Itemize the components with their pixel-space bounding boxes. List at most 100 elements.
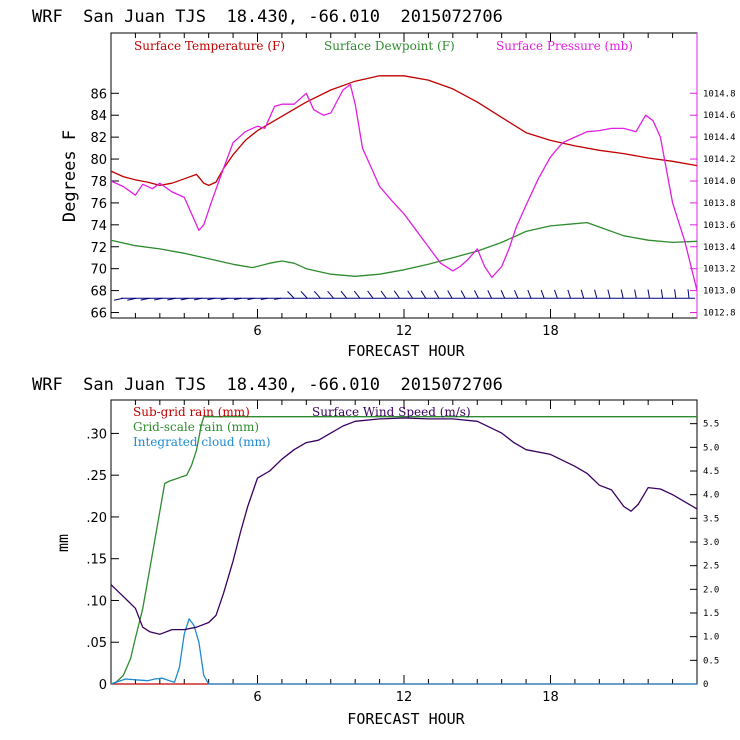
x-axis: 6 12 18 <box>134 33 674 339</box>
wind-barb <box>527 289 532 299</box>
y-tick-label: 76 <box>90 197 107 212</box>
legend-grid-scale-rain: Grid-scale rain (mm) <box>133 420 259 434</box>
y2-tick-label: 2.0 <box>703 585 719 595</box>
y2-tick-label: 1014.6 <box>703 111 736 121</box>
series-line-surface-wind-speed <box>110 417 698 635</box>
wind-barb <box>447 290 453 299</box>
panel-title: WRF San Juan TJS 18.430, -66.010 2015072… <box>32 7 503 27</box>
wind-barb <box>260 297 268 300</box>
x-tick-label: 6 <box>253 690 261 705</box>
legend-surface-temperature: Surface Temperature (F) <box>134 39 285 53</box>
wind-barb <box>433 290 440 299</box>
panel-title: WRF San Juan TJS 18.430, -66.010 2015072… <box>32 375 503 395</box>
x-axis: 6 12 18 <box>134 400 674 705</box>
y2-tick-label: 1014.2 <box>703 155 736 165</box>
x-tick-label: 12 <box>396 324 413 339</box>
legend: Surface Temperature (F) Surface Dewpoint… <box>134 39 633 53</box>
y2-tick-label: 5.5 <box>703 420 719 430</box>
wind-barb <box>140 297 150 301</box>
wind-barb <box>180 297 189 301</box>
wind-barb <box>540 289 545 299</box>
wind-barb <box>500 290 506 299</box>
wind-barb <box>153 297 163 301</box>
y-tick-label: .15 <box>86 553 107 568</box>
y2-tick-label: 3.0 <box>703 538 719 548</box>
y-axis-right: 1012.8 1013.0 1013.2 1013.4 1013.6 1013.8 1014… <box>690 89 736 319</box>
y-tick-label: 72 <box>90 241 107 256</box>
wind-barb <box>193 297 203 301</box>
y2-tick-label: 5.0 <box>703 443 719 453</box>
y-tick-label: 84 <box>90 109 107 124</box>
y2-tick-label: 1013.6 <box>703 221 736 231</box>
y2-tick-label: 1013.4 <box>703 243 736 253</box>
wind-barb <box>580 289 585 299</box>
legend-sub-grid-rain: Sub-grid rain (mm) <box>133 405 250 419</box>
series-line-surface-temperature <box>110 75 698 187</box>
y2-tick-label: 1014.0 <box>703 177 736 187</box>
y-tick-label: .10 <box>86 594 107 609</box>
x-axis-label: FORECAST HOUR <box>347 342 465 360</box>
legend: Sub-grid rain (mm) Grid-scale rain (mm) … <box>133 405 471 449</box>
y2-tick-label: 1013.8 <box>703 199 736 209</box>
y-tick-label: .25 <box>86 469 107 484</box>
wind-barb <box>514 289 519 299</box>
wind-barb <box>353 290 361 299</box>
series-line-surface-pressure <box>110 83 698 291</box>
y-axis-left: 66 68 70 72 74 76 78 80 82 84 86 <box>90 87 119 322</box>
y-tick-label: .05 <box>86 636 107 651</box>
wind-barb <box>647 289 651 299</box>
y2-tick-label: 1014.4 <box>703 133 736 143</box>
wind-barb <box>220 297 229 301</box>
legend-surface-pressure: Surface Pressure (mb) <box>496 39 633 53</box>
wind-barb <box>420 290 427 299</box>
x-tick-label: 18 <box>542 324 559 339</box>
y-axis-left: 0 .05 .10 .15 .20 .25 .30 <box>86 427 119 693</box>
y-axis-right: 0 0.5 1.0 1.5 2.0 2.5 3.0 3.5 4.0 4.5 5.0 5.5 <box>690 420 719 690</box>
series-lines <box>110 416 698 685</box>
wind-barb <box>634 289 637 299</box>
y2-tick-label: 1.5 <box>703 609 719 619</box>
legend-integrated-cloud: Integrated cloud (mm) <box>133 435 271 449</box>
wind-barb <box>473 290 479 299</box>
wind-barb <box>287 291 295 299</box>
wind-barb <box>234 297 242 301</box>
wind-barb <box>407 290 414 299</box>
wind-barb <box>127 297 137 301</box>
series-line-integrated-cloud <box>110 618 697 685</box>
y2-tick-label: 1014.8 <box>703 89 736 99</box>
y-axis-label: mm <box>54 534 72 552</box>
y-tick-label: 86 <box>90 87 107 102</box>
y2-tick-label: 1.0 <box>703 633 719 643</box>
y2-tick-label: 3.5 <box>703 514 719 524</box>
wind-barb <box>167 297 176 301</box>
legend-surface-dewpoint: Surface Dewpoint (F) <box>324 39 455 53</box>
series-line-surface-dewpoint <box>110 221 698 277</box>
wind-barb <box>487 290 493 299</box>
wind-barbs <box>113 289 695 301</box>
wind-barb <box>660 289 664 299</box>
wind-barb <box>247 297 255 301</box>
y-tick-label: 74 <box>90 219 107 234</box>
y2-tick-label: 4.0 <box>703 491 719 501</box>
wind-barb <box>313 290 321 299</box>
wind-barb <box>687 289 690 299</box>
wind-barb <box>340 290 348 299</box>
wind-barb <box>380 290 387 299</box>
temperature-panel: WRF San Juan TJS 18.430, -66.010 2015072… <box>32 7 736 360</box>
y-tick-label: 78 <box>90 175 107 190</box>
y2-tick-label: 4.5 <box>703 467 719 477</box>
y-tick-label: 70 <box>90 263 107 278</box>
x-axis-label: FORECAST HOUR <box>347 710 465 728</box>
y-tick-label: .20 <box>86 511 107 526</box>
wind-barb <box>674 289 677 299</box>
wind-barb <box>460 290 466 299</box>
y2-tick-label: 1012.8 <box>703 309 736 319</box>
wind-barb <box>594 289 598 299</box>
y-tick-label: .30 <box>86 427 107 442</box>
wind-barb <box>327 290 334 299</box>
wind-barb <box>620 289 624 299</box>
series-line-grid-scale-rain <box>110 416 697 685</box>
x-tick-label: 12 <box>396 690 413 705</box>
y2-tick-label: 0.5 <box>703 656 719 666</box>
y-tick-label: 68 <box>90 285 107 300</box>
